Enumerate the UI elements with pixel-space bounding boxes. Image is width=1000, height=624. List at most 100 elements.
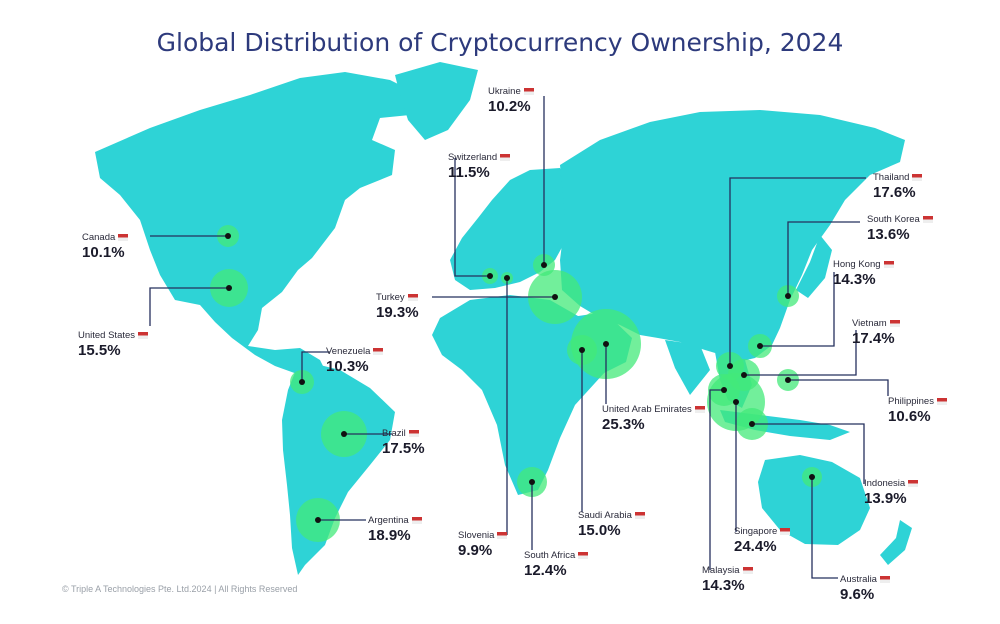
dot-ukraine (541, 262, 547, 268)
label-venezuela: Venezuela 10.3% (326, 346, 386, 376)
leader-lines (149, 96, 889, 579)
canada-flag-icon (118, 233, 129, 241)
leader-hong-kong (760, 272, 835, 347)
united-arab-emirates-flag-icon (694, 405, 705, 413)
dot-slovenia (504, 275, 510, 281)
ownership-percent: 9.9% (458, 542, 493, 559)
vietnam-flag-icon (889, 319, 900, 327)
ownership-percent: 17.5% (382, 440, 425, 457)
dot-vietnam (741, 372, 747, 378)
dot-australia (809, 474, 815, 480)
ownership-percent: 17.6% (873, 184, 916, 201)
saudi-arabia-flag-icon (634, 511, 645, 519)
label-singapore: Singapore 24.4% (734, 526, 793, 556)
country-name: Australia (840, 574, 893, 586)
label-ukraine: Ukraine 10.2% (488, 86, 537, 116)
dot-switzerland (487, 273, 493, 279)
country-name: South Korea (867, 214, 936, 226)
thailand-flag-icon (912, 173, 923, 181)
dot-malaysia (721, 387, 727, 393)
label-vietnam: Vietnam 17.4% (852, 318, 903, 348)
country-name: United Arab Emirates (602, 404, 708, 416)
dot-united-states (226, 285, 232, 291)
country-name: Slovenia (458, 530, 510, 542)
dot-south-korea (785, 293, 791, 299)
label-indonesia: Indonesia 13.9% (864, 478, 921, 508)
leader-malaysia (709, 389, 724, 570)
landmass-new-zealand (880, 520, 912, 565)
leader-philippines (788, 379, 889, 396)
dot-canada (225, 233, 231, 239)
land-masses (95, 62, 912, 575)
ownership-percent: 24.4% (734, 538, 777, 555)
ownership-percent: 14.3% (702, 577, 745, 594)
country-name: Philippines (888, 396, 950, 408)
label-thailand: Thailand 17.6% (873, 172, 925, 202)
country-name: Argentina (368, 515, 425, 527)
australia-flag-icon (879, 575, 890, 583)
label-saudi-arabia: Saudi Arabia 15.0% (578, 510, 648, 540)
copyright-footer: © Triple A Technologies Pte. Ltd.2024 | … (62, 584, 298, 594)
switzerland-flag-icon (500, 153, 511, 161)
country-name: Saudi Arabia (578, 510, 648, 522)
leader-indonesia (752, 423, 865, 484)
country-name: Canada (82, 232, 131, 244)
argentina-flag-icon (411, 516, 422, 524)
ownership-percent: 12.4% (524, 562, 567, 579)
country-name: Ukraine (488, 86, 537, 98)
label-australia: Australia 9.6% (840, 574, 893, 604)
country-name: Venezuela (326, 346, 386, 358)
malaysia-flag-icon (742, 566, 753, 574)
label-united-states: United States 15.5% (78, 330, 151, 360)
singapore-flag-icon (780, 527, 791, 535)
hong-kong-flag-icon (883, 260, 894, 268)
dot-turkey (552, 294, 558, 300)
south-korea-flag-icon (922, 215, 933, 223)
leader-thailand (729, 177, 866, 366)
ownership-percent: 15.5% (78, 342, 121, 359)
leader-vietnam (744, 330, 857, 376)
country-name: South Africa (524, 550, 591, 562)
turkey-flag-icon (407, 293, 418, 301)
leader-united-states (149, 287, 229, 326)
label-south-africa: South Africa 12.4% (524, 550, 591, 580)
ownership-percent: 15.0% (578, 522, 621, 539)
country-name: Switzerland (448, 152, 513, 164)
landmass-africa (432, 295, 605, 495)
dot-saudi-arabia (579, 347, 585, 353)
brazil-flag-icon (408, 429, 419, 437)
ownership-percent: 17.4% (852, 330, 895, 347)
slovenia-flag-icon (497, 531, 508, 539)
country-name: Hong Kong (833, 259, 897, 271)
ownership-percent: 13.6% (867, 226, 910, 243)
label-argentina: Argentina 18.9% (368, 515, 425, 545)
ownership-percent: 10.3% (326, 358, 369, 375)
landmass-australia (758, 455, 870, 545)
country-name: Singapore (734, 526, 793, 538)
label-switzerland: Switzerland 11.5% (448, 152, 513, 182)
dot-argentina (315, 517, 321, 523)
united-states-flag-icon (138, 331, 149, 339)
page-title: Global Distribution of Cryptocurrency Ow… (156, 28, 844, 57)
ownership-percent: 13.9% (864, 490, 907, 507)
dot-venezuela (299, 379, 305, 385)
country-name: United States (78, 330, 151, 342)
label-south-korea: South Korea 13.6% (867, 214, 936, 244)
country-name: Vietnam (852, 318, 903, 330)
label-slovenia: Slovenia 9.9% (458, 530, 510, 560)
location-dots (225, 233, 815, 523)
ownership-percent: 19.3% (376, 304, 419, 321)
label-hong-kong: Hong Kong 14.3% (833, 259, 897, 289)
dot-south-africa (529, 479, 535, 485)
leader-australia (811, 477, 838, 579)
venezuela-flag-icon (373, 347, 384, 355)
dot-united-arab-emirates (603, 341, 609, 347)
dot-thailand (727, 363, 733, 369)
ownership-percent: 18.9% (368, 527, 411, 544)
ownership-percent: 10.6% (888, 408, 931, 425)
south-africa-flag-icon (578, 551, 589, 559)
label-malaysia: Malaysia 14.3% (702, 565, 756, 595)
country-name: Turkey (376, 292, 421, 304)
